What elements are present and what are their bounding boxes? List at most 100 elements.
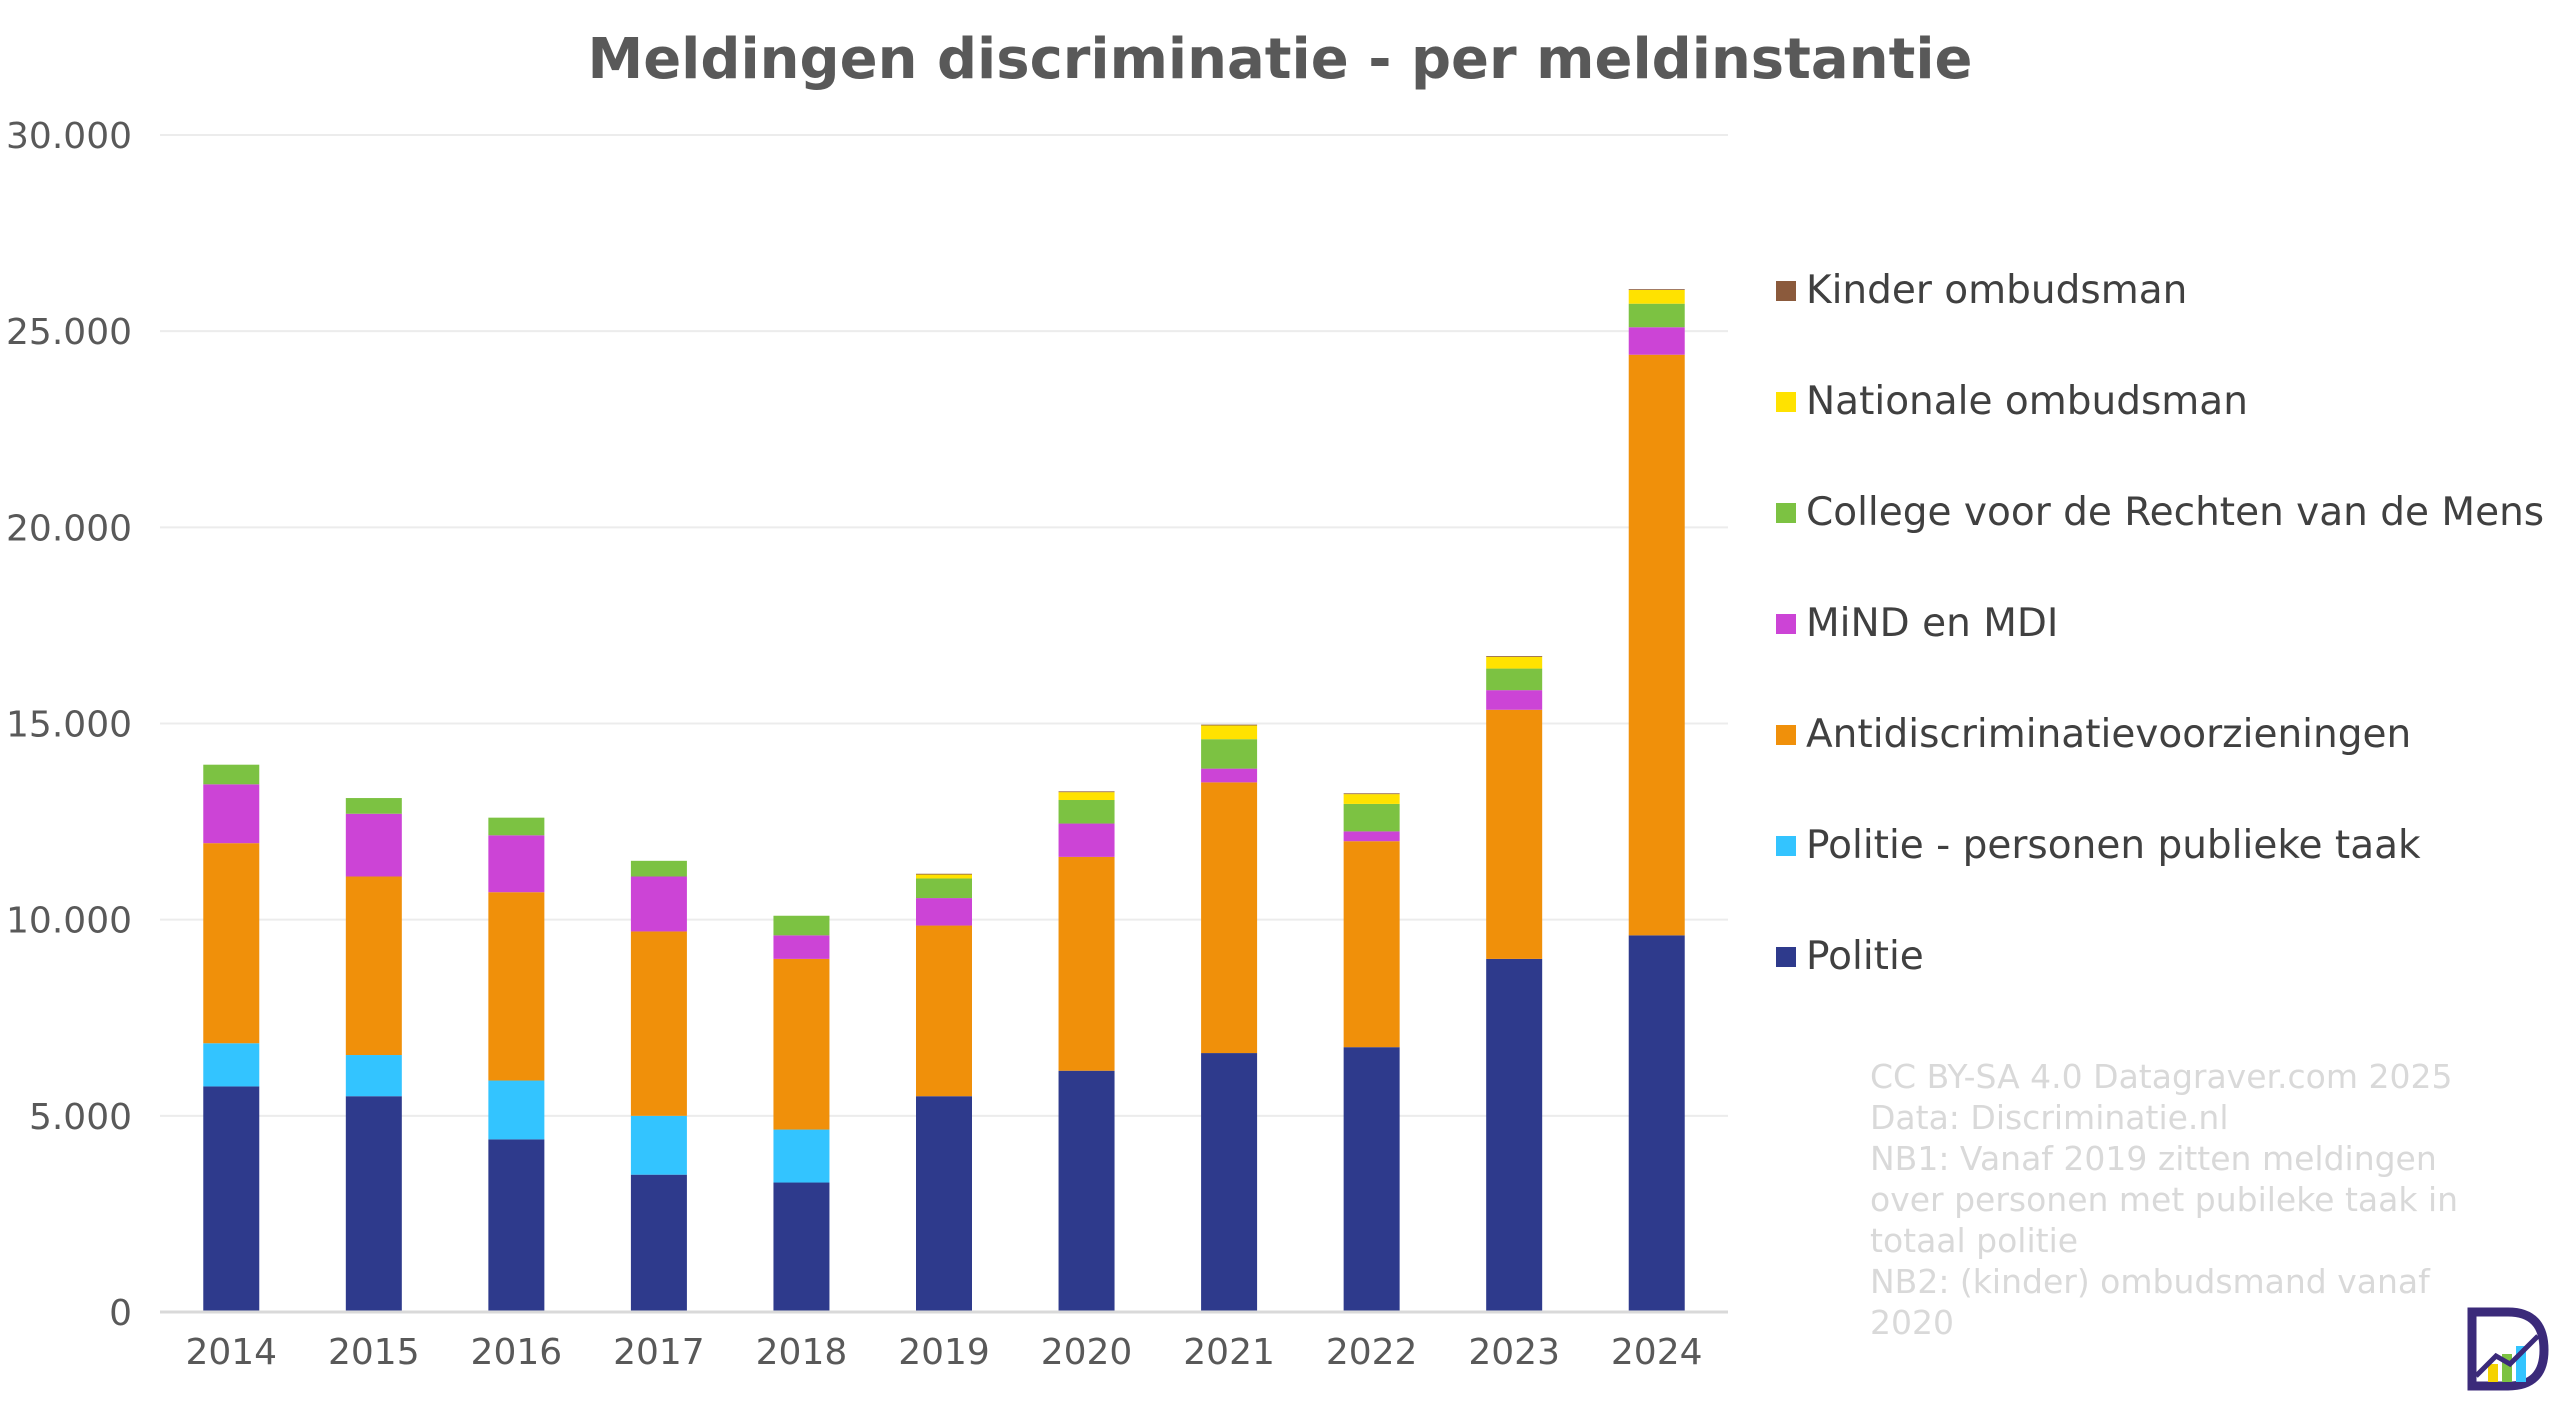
note-line: 2020 [1870,1303,1954,1342]
bar-segment [1058,1070,1115,1312]
note-line: Data: Discriminatie.nl [1870,1098,2229,1137]
bar-segment [1201,739,1258,769]
bar-segment [203,1043,260,1087]
bar-segment [1486,958,1543,1312]
legend-swatch [1776,725,1796,745]
legend-swatch [1776,503,1796,523]
legend-swatch [1776,281,1796,301]
x-tick-label: 2017 [613,1332,705,1373]
bar-segment [916,925,972,1097]
bar-segment [345,1055,402,1097]
bar-segment [1486,709,1543,959]
bar-segment [630,860,687,877]
bar-segment [1343,793,1400,795]
bar-segment [345,813,402,877]
x-tick-label: 2014 [185,1332,277,1373]
bar-segment [203,1086,260,1312]
y-tick-label: 25.000 [6,312,132,353]
bar-segment [1201,782,1258,1054]
x-tick-label: 2020 [1041,1332,1133,1373]
legend-label: Politie [1806,934,1924,979]
axes: 0 5.000 10.000 15.000 20.000 25.000 30.000 2014… [6,116,1728,1373]
legend-label: College voor de Rechten van de Mens [1806,490,2544,535]
bar-segment [1628,289,1685,304]
y-tick-label: 20.000 [6,508,132,549]
bar-segment [203,784,260,844]
bar-segment [773,1129,830,1183]
note-line: CC BY-SA 4.0 Datagraver.com 2025 [1870,1057,2453,1096]
bar-segment [1486,656,1543,669]
bar-segment [1058,856,1115,1071]
note-line: totaal politie [1870,1221,2078,1260]
bar-segment [630,1115,687,1175]
bar-segment [773,935,830,959]
bar-segment [630,876,687,932]
x-tick-label: 2016 [471,1332,563,1373]
bar-segment [345,1096,402,1312]
x-tick-label: 2015 [328,1332,420,1373]
legend-label: Kinder ombudsman [1806,268,2187,313]
bar-segment [630,1174,687,1312]
legend: Kinder ombudsman Nationale ombudsman Colle… [1776,268,2544,979]
y-tick-label: 30.000 [6,116,132,157]
bar-segment [1343,794,1400,804]
bar-segment [1201,725,1258,740]
y-tick-label: 10.000 [6,901,132,942]
bar-segment [1628,327,1685,355]
note-line: over personen met pubileke taak in [1870,1180,2458,1219]
legend-label: Antidiscriminatievoorzieningen [1806,712,2411,757]
bar-segment [1486,656,1543,657]
bar-segment [488,835,545,893]
bar-segment [1628,303,1685,328]
bar-segment [488,1139,545,1312]
bar-segment [1628,354,1685,936]
chart-title: Meldingen discriminatie - per meldinstan… [587,27,1972,92]
bar-segment [488,817,545,836]
legend-label: Politie - personen publieke taak [1806,823,2421,868]
legend-swatch [1776,947,1796,967]
y-tick-label: 0 [109,1293,132,1334]
bar-segment [1628,935,1685,1312]
bar-segment [916,873,972,875]
bar-segment [1486,690,1543,710]
bar-segment [773,958,830,1130]
bar-segment [916,878,972,899]
bar-segment [203,764,260,785]
bar-segment [203,843,260,1044]
legend-label: MiND en MDI [1806,601,2058,646]
bar-segment [1343,831,1400,842]
bars [203,289,1685,1312]
bar-segment [1201,1053,1258,1312]
bar-segment [1343,1047,1400,1312]
bar-segment [1058,823,1115,857]
bar-segment [488,892,545,1081]
y-tick-label: 15.000 [6,705,132,746]
bar-segment [916,874,972,879]
note-line: NB1: Vanaf 2019 zitten meldingen [1870,1139,2437,1178]
bar-segment [1058,792,1115,801]
x-tick-label: 2024 [1611,1332,1703,1373]
x-tick-label: 2023 [1468,1332,1560,1373]
y-tick-label: 5.000 [29,1097,132,1138]
bar-segment [1343,803,1400,832]
x-tick-label: 2021 [1183,1332,1275,1373]
bar-segment [916,1096,972,1312]
datagraver-logo-icon [2462,1306,2550,1391]
bar-segment [916,898,972,926]
legend-swatch [1776,392,1796,412]
bar-segment [1058,791,1115,793]
bar-segment [1628,289,1685,290]
bar-segment [345,876,402,1056]
bar-segment [1058,800,1115,824]
bar-segment [1343,841,1400,1048]
bar-segment [1201,724,1258,726]
legend-label: Nationale ombudsman [1806,379,2248,424]
bar-segment [773,1182,830,1312]
note-line: NB2: (kinder) ombudsmand vanaf [1870,1262,2431,1301]
x-tick-label: 2018 [756,1332,848,1373]
bar-segment [488,1080,545,1140]
